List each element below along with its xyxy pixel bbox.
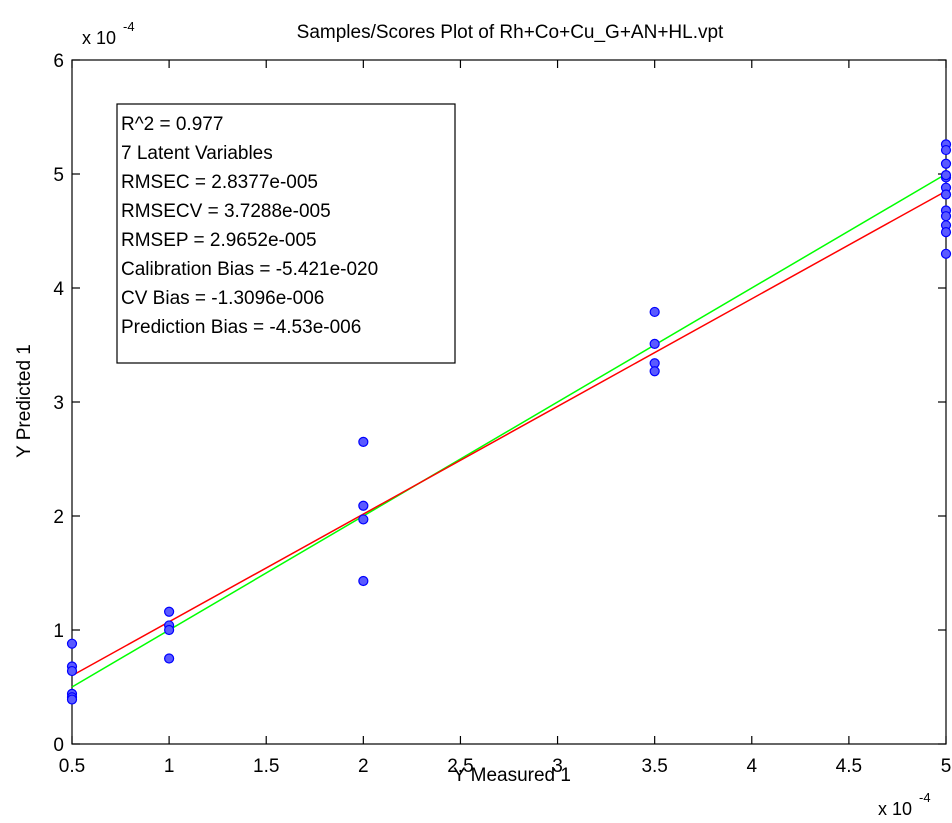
y-exponent-base: x 10 [82, 28, 116, 48]
fit-lines [71, 173, 947, 688]
y-exponent: x 10 -4 [82, 19, 135, 48]
data-point [649, 306, 660, 318]
data-point [940, 144, 952, 156]
x-exponent-power: -4 [919, 790, 931, 805]
regression-line [71, 190, 947, 677]
y-tick-label: 2 [53, 507, 64, 528]
x-tick-label: 2 [358, 756, 369, 777]
y-tick-label: 1 [53, 621, 64, 642]
chart-title: Samples/Scores Plot of Rh+Co+Cu_G+AN+HL.… [297, 22, 724, 43]
data-point [940, 158, 952, 169]
y-tick-label: 3 [53, 393, 64, 414]
x-tick-label: 0.5 [59, 756, 85, 777]
data-point [164, 624, 175, 636]
stat-rmsecv: RMSECV = 3.7288e-005 [121, 201, 331, 222]
x-exponent: x 10 -4 [878, 790, 931, 819]
stat-prediction-bias: Prediction Bias = -4.53e-006 [121, 317, 361, 338]
data-point [66, 638, 78, 649]
x-exponent-base: x 10 [878, 799, 912, 819]
data-points [66, 139, 952, 705]
y-exponent-power: -4 [123, 19, 135, 34]
x-tick-label: 4 [746, 756, 757, 777]
data-point [940, 227, 952, 238]
axis-ticks: 0.5 1 1.5 2 2.5 3 3.5 4 4.5 5 0 1 2 3 4 5 6 [53, 51, 951, 777]
data-point [940, 189, 952, 200]
data-point [66, 694, 78, 705]
data-point [940, 211, 952, 222]
data-point [66, 665, 78, 677]
x-tick-label: 1.5 [253, 756, 279, 777]
stat-r-squared: R^2 = 0.977 [121, 114, 223, 135]
stat-latent-variables: 7 Latent Variables [121, 143, 273, 164]
y-tick-label: 5 [53, 165, 64, 186]
data-point [358, 500, 369, 511]
x-tick-label: 3.5 [641, 756, 667, 777]
data-point [649, 338, 660, 349]
statistics-box-frame [116, 103, 456, 364]
x-tick-label: 1 [164, 756, 175, 777]
ideal-line [71, 173, 947, 688]
x-tick-label: 3 [552, 756, 563, 777]
x-tick-label: 4.5 [836, 756, 862, 777]
stat-cv-bias: CV Bias = -1.3096e-006 [121, 288, 324, 309]
x-tick-label: 5 [941, 756, 952, 777]
statistics-box: R^2 = 0.977 7 Latent Variables RMSEC = 2… [116, 103, 456, 364]
data-point [164, 606, 175, 617]
data-point [940, 170, 952, 181]
data-point [649, 366, 660, 377]
y-tick-label: 6 [53, 51, 64, 72]
data-point [358, 575, 369, 587]
data-point [358, 514, 369, 525]
data-point [358, 436, 369, 447]
data-point [940, 248, 952, 259]
y-tick-label: 4 [53, 279, 64, 300]
stat-rmsep: RMSEP = 2.9652e-005 [121, 230, 317, 251]
x-axis-label: Y Measured 1 [453, 765, 571, 786]
stat-rmsec: RMSEC = 2.8377e-005 [121, 172, 318, 193]
x-tick-label: 2.5 [447, 756, 473, 777]
y-tick-label: 0 [53, 735, 64, 756]
stat-calibration-bias: Calibration Bias = -5.421e-020 [121, 259, 378, 280]
data-point [164, 653, 175, 664]
y-axis-label: Y Predicted 1 [14, 344, 35, 458]
